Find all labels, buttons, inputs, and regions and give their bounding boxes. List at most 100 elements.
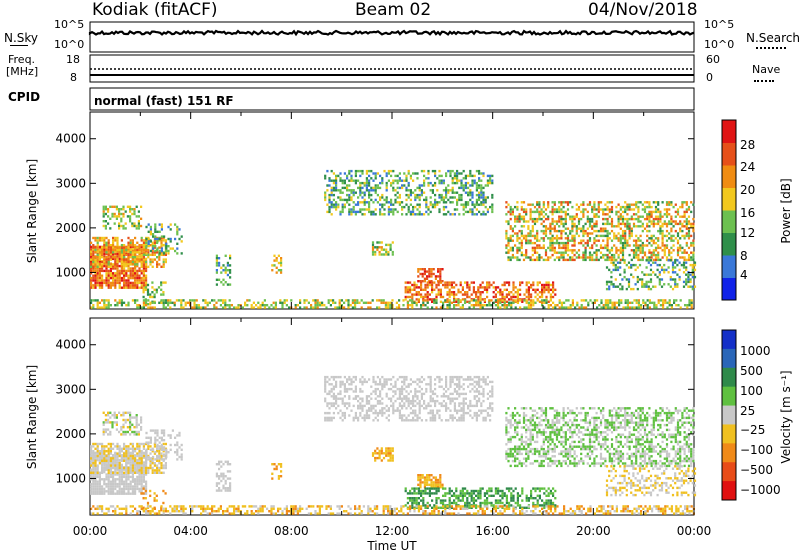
backscatter-cell [226, 273, 229, 277]
backscatter-cell [409, 286, 412, 289]
backscatter-cell [90, 461, 93, 464]
backscatter-cell [542, 215, 545, 218]
backscatter-cell [129, 241, 132, 244]
backscatter-cell [101, 269, 104, 273]
backscatter-cell [562, 225, 565, 228]
backscatter-cell [417, 293, 420, 296]
backscatter-cell [654, 285, 657, 288]
backscatter-cell [109, 464, 112, 467]
backscatter-cell [343, 301, 346, 304]
backscatter-cell [112, 462, 115, 465]
backscatter-cell [102, 433, 105, 436]
backscatter-cell [167, 245, 170, 248]
backscatter-cell [551, 227, 554, 230]
backscatter-cell [681, 256, 684, 259]
backscatter-cell [566, 244, 570, 247]
backscatter-cell [676, 253, 680, 257]
backscatter-cell [357, 419, 360, 422]
backscatter-cell [105, 473, 108, 476]
backscatter-cell [116, 461, 119, 464]
backscatter-cell [112, 447, 115, 450]
backscatter-cell [624, 239, 627, 242]
backscatter-cell [118, 260, 121, 263]
backscatter-cell [608, 232, 611, 235]
backscatter-cell [580, 227, 583, 230]
backscatter-cell [578, 306, 581, 309]
backscatter-cell [635, 203, 638, 206]
backscatter-cell [314, 299, 317, 302]
backscatter-cell [646, 213, 649, 216]
backscatter-cell [690, 222, 693, 226]
backscatter-cell [392, 189, 395, 192]
backscatter-cell [646, 256, 649, 259]
backscatter-cell [412, 179, 415, 182]
backscatter-cell [140, 276, 143, 280]
backscatter-cell [406, 288, 409, 291]
backscatter-cell [690, 241, 693, 245]
backscatter-cell [129, 485, 132, 488]
backscatter-cell [120, 426, 123, 429]
backscatter-cell [330, 390, 333, 393]
backscatter-cell [533, 246, 537, 250]
backscatter-cell [90, 487, 93, 491]
backscatter-cell [529, 215, 532, 218]
backscatter-cell [432, 268, 435, 271]
backscatter-cell [152, 233, 155, 236]
backscatter-cell [208, 301, 211, 304]
backscatter-cell [602, 227, 605, 230]
backscatter-cell [151, 457, 154, 460]
backscatter-cell [90, 284, 93, 287]
backscatter-cell [577, 222, 581, 226]
backscatter-cell [430, 280, 433, 283]
backscatter-cell [466, 300, 469, 303]
backscatter-cell [637, 210, 640, 214]
backscatter-cell [101, 286, 104, 289]
backscatter-cell [456, 208, 459, 211]
backscatter-cell [441, 280, 444, 283]
backscatter-cell [544, 208, 548, 211]
backscatter-cell [646, 234, 649, 238]
backscatter-cell [426, 275, 429, 278]
backscatter-cell [573, 215, 576, 218]
backscatter-cell [610, 271, 613, 274]
backscatter-cell [654, 246, 658, 250]
backscatter-cell [445, 205, 448, 209]
backscatter-cell [615, 210, 618, 214]
backscatter-cell [503, 304, 506, 307]
backscatter-cell [123, 263, 126, 266]
backscatter-cell [531, 241, 534, 245]
backscatter-cell [595, 220, 598, 223]
backscatter-cell [332, 179, 335, 182]
backscatter-cell [604, 208, 607, 211]
backscatter-cell [136, 269, 139, 273]
backscatter-cell [222, 264, 225, 267]
backscatter-cell [138, 473, 141, 476]
backscatter-cell [626, 244, 629, 247]
backscatter-cell [127, 469, 130, 472]
backscatter-cell [136, 452, 139, 455]
backscatter-cell [359, 169, 362, 173]
backscatter-cell [683, 213, 686, 216]
noise-left-underline [10, 45, 28, 46]
backscatter-cell [586, 256, 589, 259]
backscatter-cell [136, 281, 139, 285]
backscatter-cell [283, 301, 286, 304]
backscatter-cell [370, 186, 373, 190]
backscatter-cell [339, 385, 342, 388]
backscatter-cell [659, 215, 662, 218]
backscatter-cell [679, 244, 682, 247]
backscatter-cell [690, 201, 693, 204]
velocity-cb-tick: 500 [740, 364, 763, 378]
backscatter-cell [92, 279, 95, 282]
backscatter-cell [98, 306, 101, 309]
backscatter-cell [118, 274, 121, 277]
backscatter-cell [122, 212, 125, 216]
backscatter-cell [101, 306, 104, 309]
backscatter-cell [180, 301, 183, 304]
backscatter-cell [427, 177, 430, 180]
backscatter-cell [215, 484, 218, 487]
backscatter-cell [136, 475, 139, 479]
backscatter-cell [661, 229, 664, 233]
backscatter-cell [158, 450, 161, 453]
backscatter-cell [604, 229, 607, 233]
